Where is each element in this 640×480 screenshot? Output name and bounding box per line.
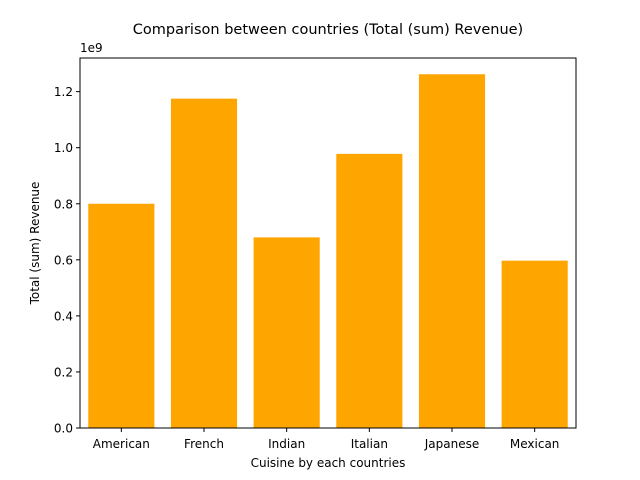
bar-japanese <box>418 74 486 429</box>
y-axis-multiplier: 1e9 <box>80 41 103 55</box>
y-tick-label-2: 0.4 <box>54 309 73 323</box>
bar-italian <box>336 153 403 428</box>
x-axis-label: Cuisine by each countries <box>251 456 406 470</box>
chart-title: Comparison between countries (Total (sum… <box>133 22 523 38</box>
x-tick-label-american: American <box>93 437 150 451</box>
y-tick-label-5: 1.0 <box>54 141 73 155</box>
plot-frame <box>79 57 577 429</box>
bars-group <box>88 74 568 429</box>
y-tick-label-4: 0.8 <box>54 197 73 211</box>
x-tick-label-mexican: Mexican <box>510 437 560 451</box>
y-axis-label: Total (sum) Revenue <box>28 182 42 306</box>
x-ticks-group: American French Indian Italian Japanese Mexic… <box>93 428 560 451</box>
bar-french <box>170 98 238 429</box>
bar-american <box>88 203 155 428</box>
x-tick-label-french: French <box>184 437 224 451</box>
x-tick-label-italian: Italian <box>351 437 388 451</box>
x-tick-label-indian: Indian <box>268 437 305 451</box>
y-tick-label-1: 0.2 <box>54 365 73 379</box>
x-tick-label-japanese: Japanese <box>424 437 480 451</box>
bar-mexican <box>501 260 568 428</box>
bar-indian <box>253 237 320 428</box>
y-tick-label-0: 0.0 <box>54 422 73 436</box>
y-tick-label-6: 1.2 <box>54 85 73 99</box>
y-ticks-group: 0.0 0.2 0.4 0.6 0.8 1.0 1.2 <box>54 85 80 436</box>
y-tick-label-3: 0.6 <box>54 253 73 267</box>
